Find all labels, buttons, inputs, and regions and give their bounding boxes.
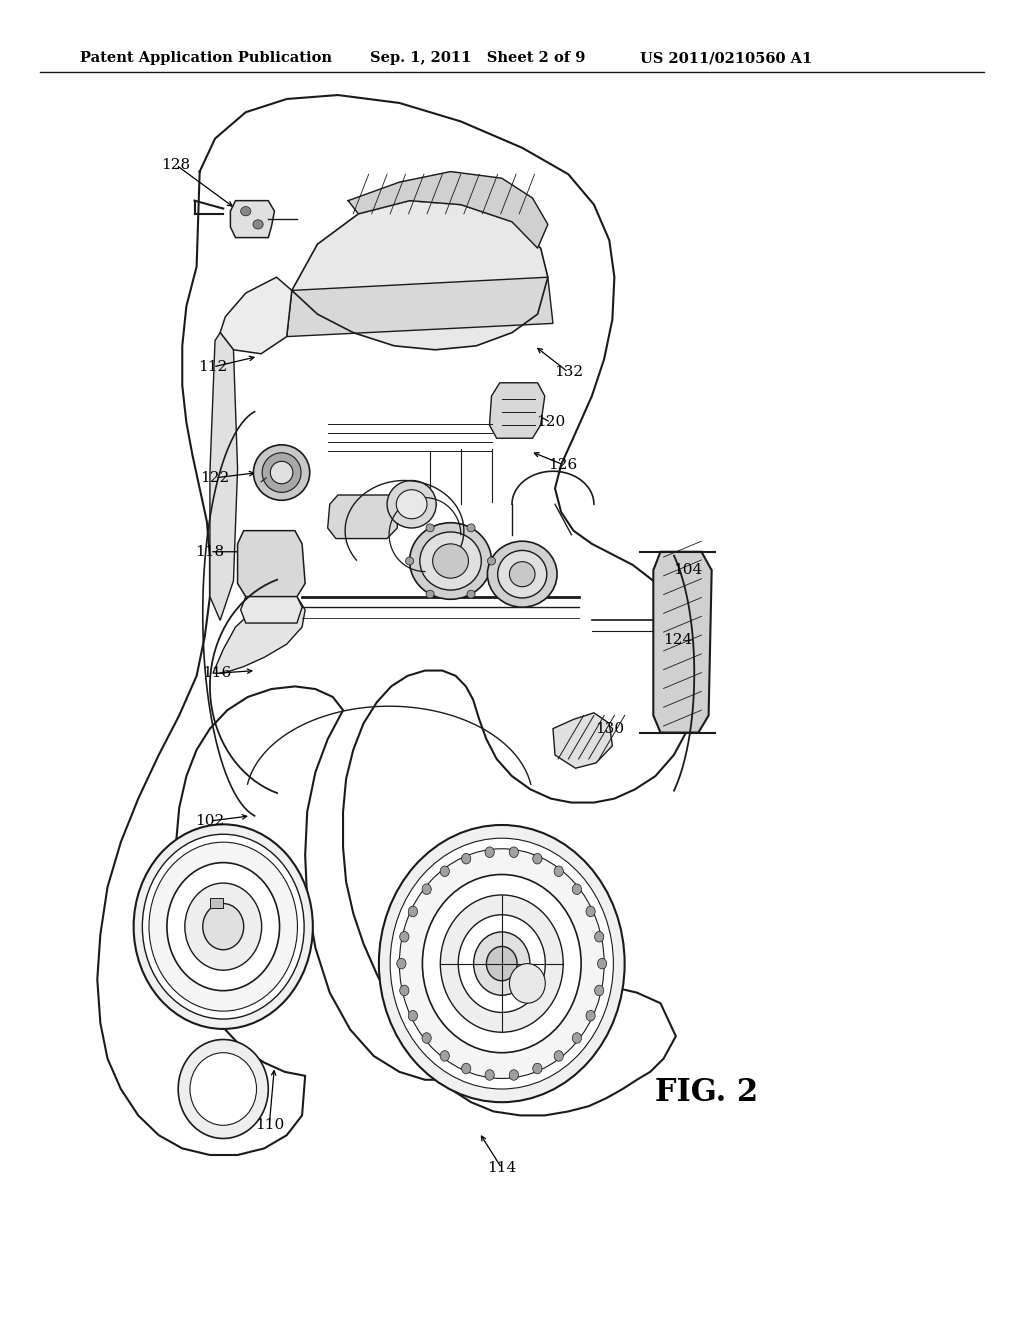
Ellipse shape — [426, 590, 434, 598]
Ellipse shape — [432, 544, 469, 578]
Ellipse shape — [406, 557, 414, 565]
Ellipse shape — [532, 1063, 542, 1073]
Text: Sep. 1, 2011   Sheet 2 of 9: Sep. 1, 2011 Sheet 2 of 9 — [370, 51, 586, 65]
Ellipse shape — [390, 838, 613, 1089]
Text: 120: 120 — [537, 416, 565, 429]
Ellipse shape — [422, 874, 582, 1053]
Ellipse shape — [509, 847, 518, 858]
Ellipse shape — [387, 480, 436, 528]
Ellipse shape — [510, 964, 545, 1003]
Ellipse shape — [595, 985, 604, 995]
Text: 118: 118 — [196, 545, 224, 558]
Ellipse shape — [498, 550, 547, 598]
Ellipse shape — [422, 884, 431, 895]
Polygon shape — [241, 597, 302, 623]
Ellipse shape — [253, 220, 263, 230]
Polygon shape — [97, 95, 696, 1155]
Ellipse shape — [597, 958, 606, 969]
Ellipse shape — [399, 932, 409, 942]
Ellipse shape — [462, 1063, 471, 1073]
Ellipse shape — [409, 906, 418, 916]
Ellipse shape — [426, 524, 434, 532]
Ellipse shape — [420, 532, 481, 590]
Ellipse shape — [270, 461, 293, 483]
Ellipse shape — [509, 1069, 518, 1080]
Polygon shape — [238, 531, 305, 597]
Polygon shape — [220, 277, 292, 354]
Text: 112: 112 — [199, 360, 227, 374]
Ellipse shape — [399, 985, 409, 995]
Text: 122: 122 — [201, 471, 229, 484]
Text: 124: 124 — [664, 634, 692, 647]
Polygon shape — [287, 277, 553, 337]
Ellipse shape — [190, 1053, 256, 1125]
Polygon shape — [489, 383, 545, 438]
Text: 130: 130 — [595, 722, 624, 735]
Ellipse shape — [486, 946, 517, 981]
Text: 110: 110 — [255, 1118, 284, 1131]
Ellipse shape — [462, 854, 471, 865]
Text: 104: 104 — [674, 564, 702, 577]
Ellipse shape — [396, 490, 427, 519]
Ellipse shape — [410, 523, 492, 599]
Ellipse shape — [167, 863, 280, 990]
Ellipse shape — [586, 906, 595, 916]
Ellipse shape — [133, 824, 313, 1030]
Polygon shape — [553, 713, 612, 768]
Ellipse shape — [485, 1069, 495, 1080]
Ellipse shape — [532, 854, 542, 865]
Ellipse shape — [409, 1011, 418, 1022]
Ellipse shape — [510, 562, 535, 586]
Ellipse shape — [487, 541, 557, 607]
Polygon shape — [230, 201, 274, 238]
Ellipse shape — [184, 883, 262, 970]
Ellipse shape — [422, 1032, 431, 1043]
Text: 102: 102 — [196, 814, 224, 828]
Polygon shape — [348, 172, 548, 248]
Ellipse shape — [572, 1032, 582, 1043]
Ellipse shape — [572, 884, 582, 895]
Ellipse shape — [440, 895, 563, 1032]
Polygon shape — [210, 333, 238, 620]
Ellipse shape — [473, 932, 530, 995]
Ellipse shape — [554, 1051, 563, 1061]
Ellipse shape — [595, 932, 604, 942]
Ellipse shape — [467, 524, 475, 532]
Ellipse shape — [487, 557, 496, 565]
Ellipse shape — [203, 903, 244, 950]
Ellipse shape — [440, 1051, 450, 1061]
Ellipse shape — [379, 825, 625, 1102]
Ellipse shape — [397, 958, 406, 969]
Ellipse shape — [178, 1040, 268, 1138]
Polygon shape — [213, 597, 305, 673]
Ellipse shape — [399, 849, 604, 1078]
Polygon shape — [210, 898, 223, 908]
Ellipse shape — [262, 453, 301, 492]
Ellipse shape — [485, 847, 495, 858]
Ellipse shape — [467, 590, 475, 598]
Polygon shape — [328, 495, 397, 539]
Text: 126: 126 — [549, 458, 578, 471]
Ellipse shape — [586, 1011, 595, 1022]
Text: 114: 114 — [487, 1162, 516, 1175]
Ellipse shape — [241, 206, 251, 215]
Ellipse shape — [554, 866, 563, 876]
Ellipse shape — [142, 834, 304, 1019]
Text: 116: 116 — [203, 667, 231, 680]
Polygon shape — [292, 201, 548, 350]
Ellipse shape — [459, 915, 545, 1012]
Polygon shape — [653, 552, 712, 733]
Ellipse shape — [254, 445, 310, 500]
Text: US 2011/0210560 A1: US 2011/0210560 A1 — [640, 51, 812, 65]
Ellipse shape — [150, 842, 297, 1011]
Text: 132: 132 — [554, 366, 583, 379]
Ellipse shape — [440, 866, 450, 876]
Text: FIG. 2: FIG. 2 — [655, 1077, 759, 1109]
Text: Patent Application Publication: Patent Application Publication — [80, 51, 332, 65]
Text: 128: 128 — [162, 158, 190, 172]
